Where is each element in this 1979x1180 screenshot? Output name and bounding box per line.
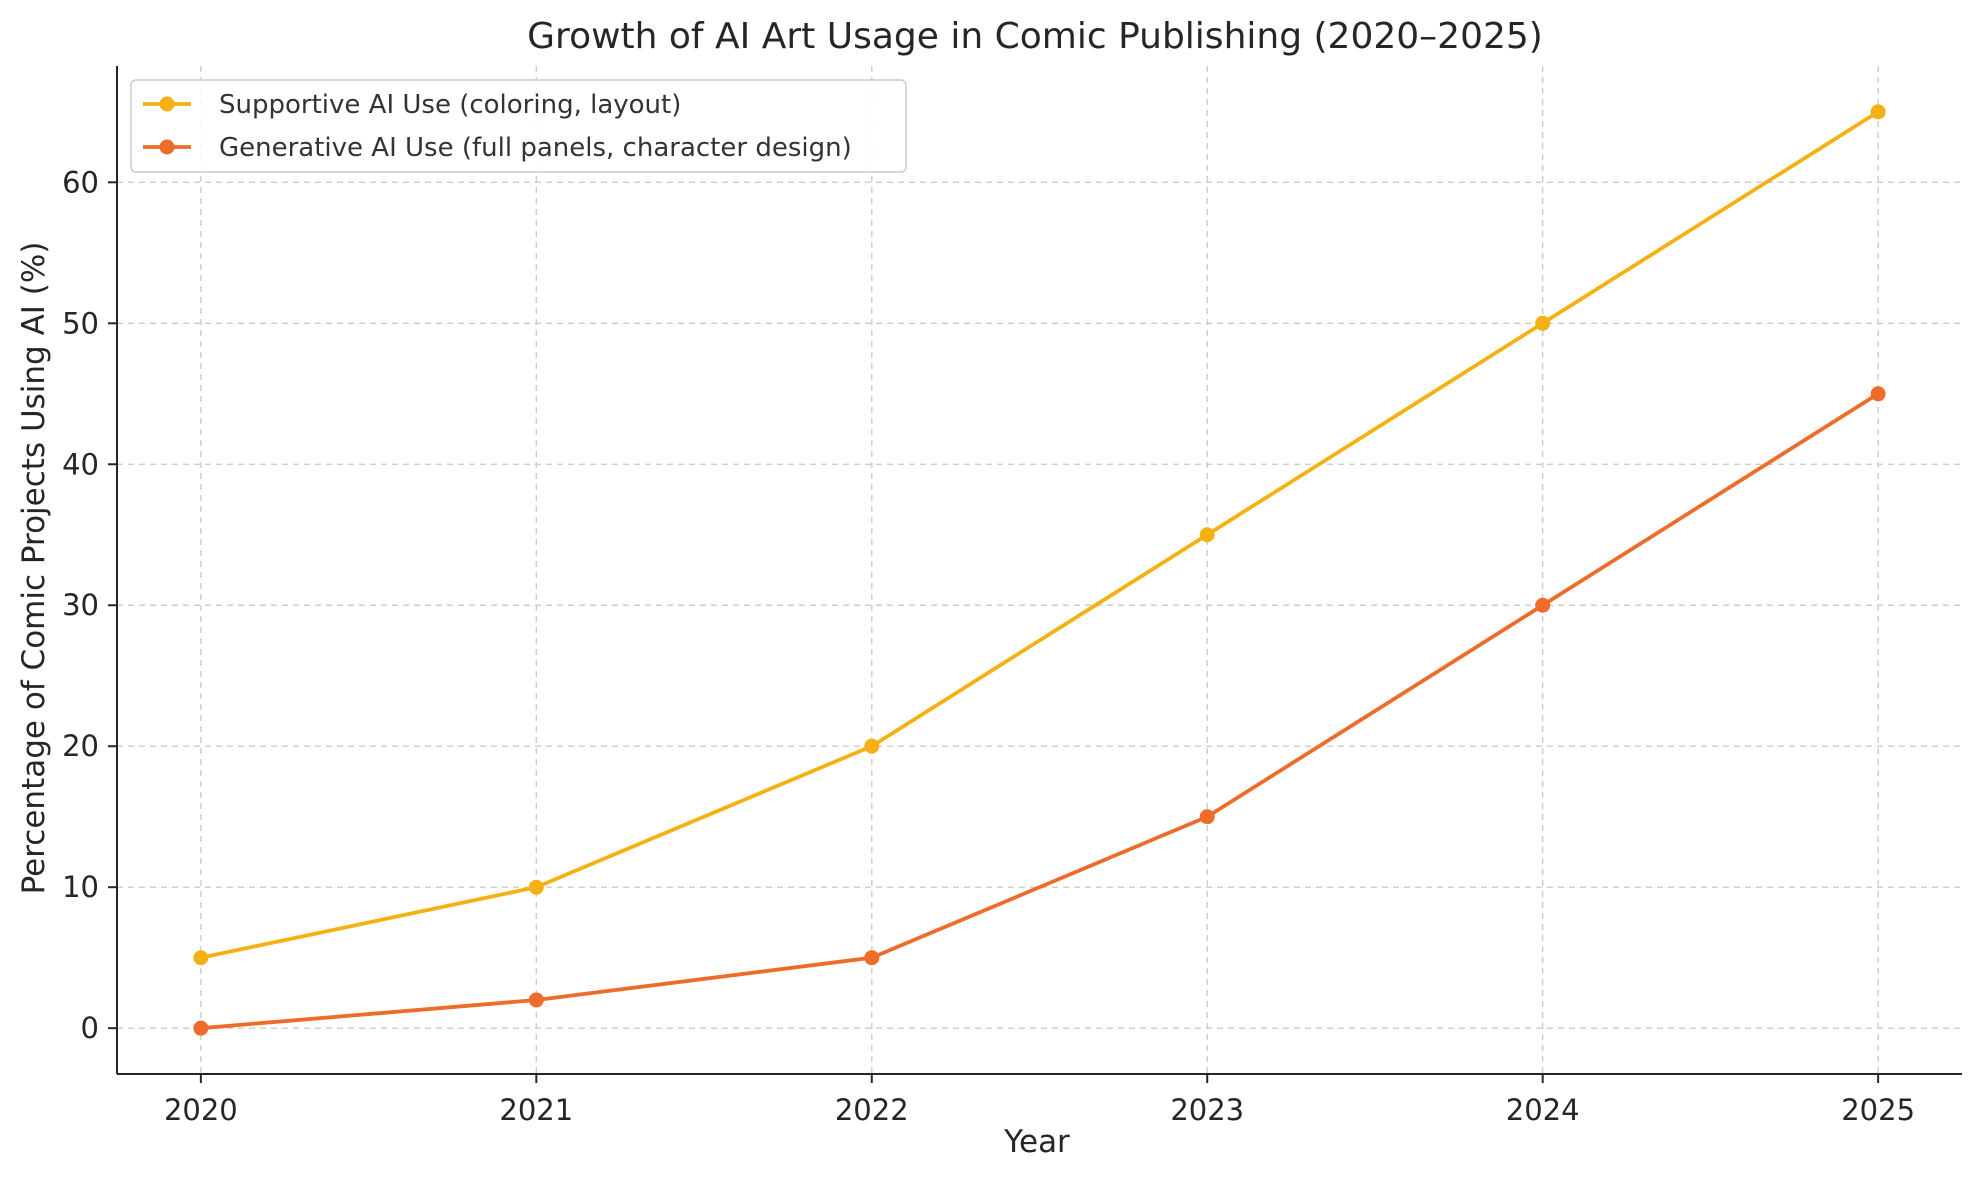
y-tick-label: 10 [62, 870, 99, 904]
y-tick-label: 60 [62, 165, 99, 199]
x-tick-label: 2021 [499, 1093, 573, 1127]
series-line [198, 391, 1881, 1031]
y-tick-label: 40 [62, 447, 99, 481]
data-point [1199, 809, 1215, 825]
data-point [193, 1020, 209, 1036]
data-point [193, 950, 209, 966]
chart-title: Growth of AI Art Usage in Comic Publishi… [527, 16, 1543, 57]
data-point [528, 992, 544, 1008]
data-point [1535, 315, 1551, 331]
y-tick-label: 30 [62, 588, 99, 622]
x-tick-label: 2024 [1506, 1093, 1580, 1127]
data-point [1870, 386, 1886, 402]
legend-label: Generative AI Use (full panels, characte… [219, 133, 852, 163]
grid [117, 66, 1962, 1074]
x-axis-label: Year [1003, 1124, 1070, 1160]
data-point [1535, 597, 1551, 613]
data-point [1870, 104, 1886, 120]
axes [116, 66, 1962, 1075]
x-tick-label: 2022 [835, 1093, 909, 1127]
legend-box [130, 79, 907, 173]
y-axis-label: Percentage of Comic Projects Using AI (%… [16, 242, 52, 895]
x-tick-label: 2023 [1170, 1093, 1244, 1127]
data-point [864, 950, 880, 966]
x-tick-label: 2025 [1841, 1093, 1915, 1127]
legend-label: Supportive AI Use (coloring, layout) [219, 90, 681, 120]
x-tick-label: 2020 [164, 1093, 238, 1127]
legend-marker [159, 96, 175, 112]
y-tick-label: 50 [62, 306, 99, 340]
series-line [198, 109, 1881, 960]
series-group [193, 104, 1886, 1036]
legend: Supportive AI Use (coloring, layout) Gene… [130, 79, 907, 173]
y-tick-label: 0 [81, 1011, 99, 1045]
data-point [528, 879, 544, 895]
y-tick-label: 20 [62, 729, 99, 763]
series-1 [193, 104, 1886, 966]
data-point [864, 738, 880, 754]
legend-marker [159, 139, 175, 155]
x-axis-ticks: 2020 2021 2022 2023 2024 2025 [164, 1074, 1915, 1127]
legend-item: Generative AI Use (full panels, characte… [143, 133, 852, 163]
legend-item: Supportive AI Use (coloring, layout) [143, 90, 681, 120]
series-2 [193, 386, 1886, 1036]
data-point [1199, 527, 1215, 543]
y-axis-ticks: 0 10 20 30 40 50 60 [62, 165, 117, 1045]
